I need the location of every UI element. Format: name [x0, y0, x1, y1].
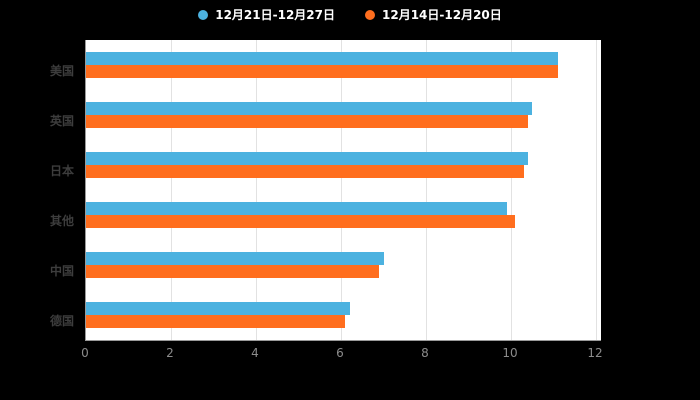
x-axis-tick-10: 10 [502, 346, 518, 360]
gridline [256, 40, 257, 340]
y-axis-label-1: 英国 [49, 114, 74, 128]
y-axis-label-3: 其他 [49, 214, 74, 228]
legend: 12月21日-12月27日 12月14日-12月20日 [0, 6, 700, 23]
bar-德国-orange [86, 315, 346, 328]
x-axis-tick-0: 0 [81, 346, 89, 360]
y-axis-label-0: 美国 [49, 64, 74, 78]
y-axis-labels: 美国英国日本其他中国德国 [0, 40, 80, 340]
legend-label-week2: 12月21日-12月27日 [215, 8, 335, 22]
bar-日本-orange [86, 165, 524, 178]
y-axis-label-5: 德国 [49, 314, 74, 328]
x-axis-tick-4: 4 [251, 346, 259, 360]
x-axis-tick-12: 12 [587, 346, 603, 360]
gridline [511, 40, 512, 340]
gridline [596, 40, 597, 340]
legend-item-week2[interactable]: 12月21日-12月27日 [198, 6, 335, 23]
legend-swatch-orange-icon [365, 9, 375, 20]
bar-英国-blue [86, 102, 533, 115]
bar-中国-orange [86, 265, 380, 278]
bar-德国-blue [86, 302, 350, 315]
x-axis-labels: 0 2 4 6 8 10 12 [81, 346, 625, 364]
legend-item-week1[interactable]: 12月14日-12月20日 [365, 6, 502, 23]
plot-area [85, 40, 601, 341]
gridline [426, 40, 427, 340]
legend-swatch-blue-icon [198, 9, 209, 20]
bar-日本-blue [86, 152, 528, 165]
x-axis-tick-6: 6 [336, 346, 344, 360]
y-axis-label-2: 日本 [49, 164, 74, 178]
gridline [171, 40, 172, 340]
legend-label-week1: 12月14日-12月20日 [382, 8, 502, 22]
bar-美国-blue [86, 52, 558, 65]
bar-英国-orange [86, 115, 528, 128]
x-axis-tick-8: 8 [421, 346, 429, 360]
gridline [341, 40, 342, 340]
bar-美国-orange [86, 65, 558, 78]
x-axis-tick-2: 2 [166, 346, 174, 360]
bar-其他-orange [86, 215, 516, 228]
bar-其他-blue [86, 202, 507, 215]
y-axis-label-4: 中国 [49, 264, 74, 278]
bar-中国-blue [86, 252, 384, 265]
